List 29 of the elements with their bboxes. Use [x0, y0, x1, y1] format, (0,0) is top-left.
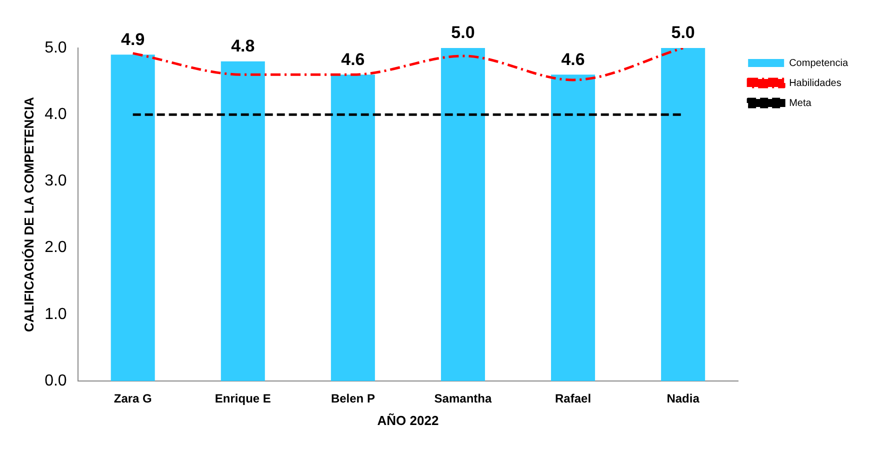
x-tick-label: Samantha — [434, 392, 492, 406]
data-label: 4.6 — [341, 50, 365, 69]
x-tick-label: Rafael — [555, 392, 592, 406]
data-label: 5.0 — [451, 23, 475, 42]
legend-label: Habilidades — [789, 78, 842, 89]
y-tick-label: 2.0 — [44, 239, 67, 256]
y-axis-title: CALIFICACIÓN DE LA COMPETENCIA — [21, 96, 36, 332]
bar — [440, 48, 485, 381]
y-tick-label: 4.0 — [44, 106, 67, 124]
data-label: 4.9 — [121, 30, 145, 49]
data-label: 4.6 — [561, 50, 585, 69]
x-tick-label: Enrique E — [214, 392, 271, 406]
bar — [661, 48, 706, 381]
y-tick-label: 3.0 — [44, 172, 67, 190]
legend-label: Meta — [789, 98, 812, 109]
x-tick-label: Zara G — [114, 392, 152, 406]
x-tick-label: Belen P — [330, 392, 375, 406]
bar — [110, 54, 155, 381]
data-label: 5.0 — [671, 23, 695, 42]
data-label: 4.8 — [231, 36, 255, 56]
y-tick-label: 0.0 — [44, 372, 67, 390]
bar — [551, 74, 596, 381]
y-tick-label: 1.0 — [44, 306, 67, 323]
bar — [330, 74, 375, 381]
legend-label: Competencia — [789, 58, 848, 69]
x-axis-title: AÑO 2022 — [377, 412, 439, 428]
bar — [220, 61, 265, 381]
y-tick-label: 5.0 — [44, 39, 67, 56]
x-tick-label: Nadia — [666, 392, 700, 406]
